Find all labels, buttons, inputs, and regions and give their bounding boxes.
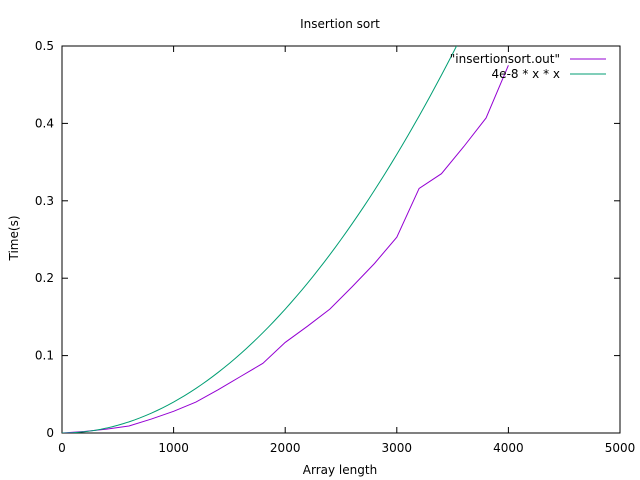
plot-frame (61, 45, 621, 434)
x-tick-label: 1000 (158, 441, 189, 455)
y-tick-label: 0.4 (35, 116, 54, 130)
y-tick-label: 0.3 (35, 194, 54, 208)
series-line-1 (62, 46, 458, 433)
legend-label: 4e-8 * x * x (492, 67, 560, 81)
x-tick-label: 2000 (270, 441, 301, 455)
y-tick-label: 0.5 (35, 39, 54, 53)
legend-label: "insertionsort.out" (450, 52, 560, 66)
x-axis-label: Array length (303, 463, 377, 477)
x-tick-label: 4000 (493, 441, 524, 455)
x-tick-label: 3000 (382, 441, 413, 455)
x-axis-ticks: 0 1000 2000 3000 4000 5000 (58, 46, 635, 455)
series-layer (62, 46, 509, 433)
legend: "insertionsort.out"4e-8 * x * x (450, 52, 606, 81)
y-tick-label: 0 (46, 426, 54, 440)
series-line-0 (62, 65, 509, 433)
y-tick-label: 0.2 (35, 271, 54, 285)
x-tick-label: 5000 (605, 441, 636, 455)
y-axis-label: Time(s) (7, 216, 21, 262)
y-axis-ticks: 0 0.1 0.2 0.3 0.4 0.5 (35, 39, 620, 440)
chart-title: Insertion sort (300, 17, 380, 31)
x-tick-label: 0 (58, 441, 66, 455)
y-tick-label: 0.1 (35, 349, 54, 363)
